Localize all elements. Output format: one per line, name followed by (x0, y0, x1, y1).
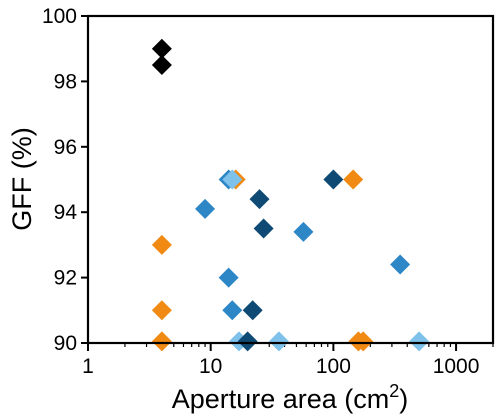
y-tick-label: 100 (42, 5, 77, 28)
data-point-diamond (343, 169, 364, 190)
x-axis-label: Aperture area (cm2) (172, 381, 409, 414)
y-axis-label: GFF (%) (7, 127, 37, 230)
plot-frame (86, 14, 495, 345)
y-tick-label: 96 (54, 136, 77, 159)
data-point-diamond (151, 55, 172, 76)
y-tick-labels: 90 92 94 96 98 100 (42, 5, 77, 355)
x-axis-label-end: ) (399, 384, 408, 414)
data-point-diamond (151, 331, 172, 352)
y-tick-label: 94 (54, 201, 78, 224)
data-points (151, 38, 430, 352)
data-point-diamond (409, 331, 430, 352)
data-point-diamond (218, 267, 239, 288)
x-tick-label: 1000 (433, 355, 480, 378)
x-tick-label: 100 (316, 355, 351, 378)
data-point-diamond (237, 331, 258, 352)
data-point-diamond (242, 300, 263, 321)
x-tick-labels: 1 10 100 1000 (82, 355, 479, 378)
data-point-diamond (151, 234, 172, 255)
data-point-diamond (323, 169, 344, 190)
y-tick-label: 98 (54, 70, 77, 93)
x-tick-label: 1 (82, 355, 94, 378)
y-tick-label: 90 (54, 332, 77, 355)
y-tick-label: 92 (54, 267, 77, 290)
data-point-diamond (222, 300, 243, 321)
data-point-diamond (222, 169, 243, 190)
data-point-diamond (151, 38, 172, 59)
data-point-diamond (253, 218, 274, 239)
data-point-diamond (268, 331, 289, 352)
data-point-diamond (353, 331, 374, 352)
data-point-diamond (151, 300, 172, 321)
x-tick-label: 10 (199, 355, 222, 378)
data-point-diamond (293, 221, 314, 242)
data-point-diamond (249, 189, 270, 210)
x-axis-label-main: Aperture area (cm (172, 384, 390, 414)
x-axis-label-sup: 2 (389, 381, 399, 401)
data-point-diamond (195, 198, 216, 219)
axis-ticks (81, 15, 494, 351)
data-point-diamond (390, 254, 411, 275)
